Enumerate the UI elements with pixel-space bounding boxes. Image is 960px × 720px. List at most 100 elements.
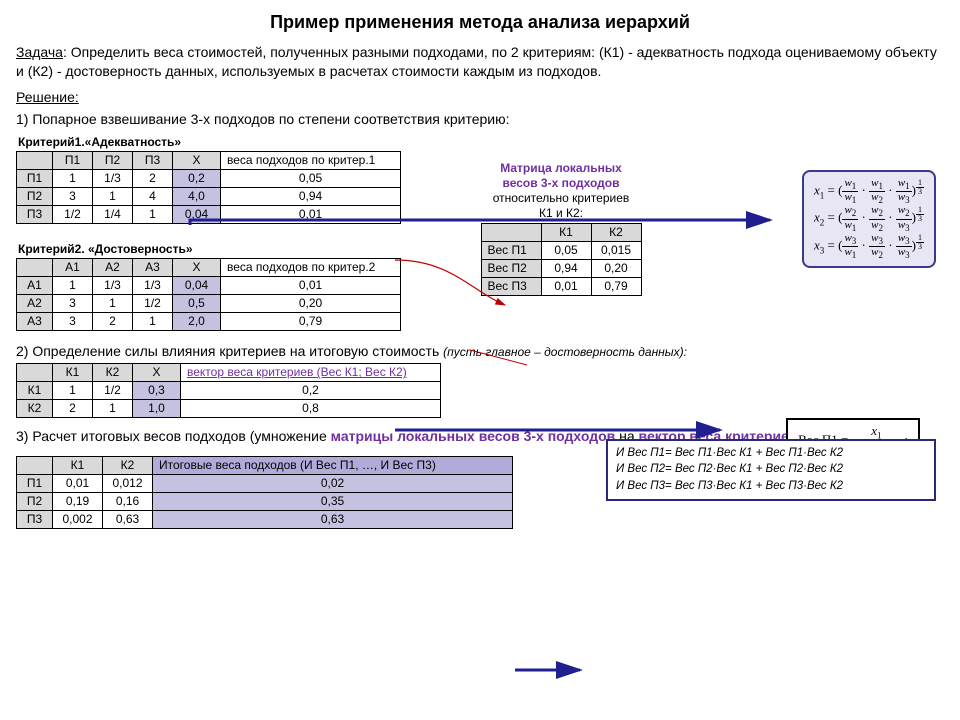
table-header: П2 — [93, 151, 133, 169]
table-header: К1 — [541, 223, 591, 241]
table-cell: А2 — [17, 294, 53, 312]
table-cell: 0,01 — [221, 205, 401, 223]
caption-line-1: Матрица локальных — [500, 161, 622, 175]
table-cell: 2 — [93, 312, 133, 330]
itog-f2: И Вес П2= Вес П2·Вес К1 + Вес П2·Вес К2 — [616, 461, 926, 478]
criteria-weights-table: К1К2Xвектор веса критериев (Вес К1; Вес … — [16, 363, 441, 418]
step-2: 2) Определение силы влияния критериев на… — [16, 343, 944, 359]
table-cell: 0,8 — [181, 399, 441, 417]
table-cell: 2 — [53, 399, 93, 417]
table-cell: 2 — [133, 169, 173, 187]
table-cell: Вес П2 — [481, 259, 541, 277]
table-cell: 1/4 — [93, 205, 133, 223]
table-cell: К1 — [17, 381, 53, 399]
table-header: П3 — [133, 151, 173, 169]
table-header: К1 — [53, 456, 103, 474]
table-header: К2 — [591, 223, 641, 241]
table-header: X — [173, 258, 221, 276]
table-cell: 1 — [93, 187, 133, 205]
table-header: X — [173, 151, 221, 169]
table-cell: 1 — [53, 276, 93, 294]
table-cell: 0,3 — [133, 381, 181, 399]
table-cell: 0,01 — [541, 277, 591, 295]
page-title: Пример применения метода анализа иерархи… — [16, 12, 944, 33]
table-cell: Вес П3 — [481, 277, 541, 295]
table-cell: 0,79 — [591, 277, 641, 295]
criterion-1-title: Критерий1.«Адекватность» — [18, 135, 401, 149]
table-cell: 0,16 — [103, 492, 153, 510]
table-header — [481, 223, 541, 241]
table-header: веса подходов по критер.2 — [221, 258, 401, 276]
table-header: К1 — [53, 363, 93, 381]
table-header: вектор веса критериев (Вес К1; Вес К2) — [181, 363, 441, 381]
arrow-overlay — [0, 0, 960, 720]
table-cell: 0,015 — [591, 241, 641, 259]
table-cell: 0,02 — [153, 474, 513, 492]
table-header: Итоговые веса подходов (И Вес П1, …, И В… — [153, 456, 513, 474]
step2-main: 2) Определение силы влияния критериев на… — [16, 343, 443, 359]
table-cell: 0,01 — [53, 474, 103, 492]
table-cell: 1 — [53, 381, 93, 399]
table-cell: 0,012 — [103, 474, 153, 492]
table-cell: 0,01 — [221, 276, 401, 294]
task-text: : Определить веса стоимостей, полученных… — [16, 44, 937, 79]
table-header: веса подходов по критер.1 — [221, 151, 401, 169]
table-cell: 2,0 — [173, 312, 221, 330]
table-header: К2 — [93, 363, 133, 381]
table-cell: 3 — [53, 294, 93, 312]
table-cell: 0,04 — [173, 276, 221, 294]
table-cell: 1 — [93, 294, 133, 312]
geometric-mean-formulas: x1 = (w1w1 · w1w2 · w1w3)13 x2 = (w2w1 ·… — [802, 170, 936, 268]
table-cell: 4 — [133, 187, 173, 205]
table-header: П1 — [53, 151, 93, 169]
task-description: Задача: Определить веса стоимостей, полу… — [16, 43, 944, 81]
table-cell: А1 — [17, 276, 53, 294]
table-cell: П3 — [17, 205, 53, 223]
table-cell: 0,20 — [221, 294, 401, 312]
table-cell: 1/3 — [133, 276, 173, 294]
table-cell: П1 — [17, 474, 53, 492]
table-cell: 1/3 — [93, 276, 133, 294]
table-cell: 0,35 — [153, 492, 513, 510]
table-cell: 1 — [53, 169, 93, 187]
itog-f1: И Вес П1= Вес П1·Вес К1 + Вес П1·Вес К2 — [616, 445, 926, 462]
table-cell: 1 — [133, 312, 173, 330]
table-header — [17, 151, 53, 169]
table-cell: 1 — [93, 399, 133, 417]
table-cell: А3 — [17, 312, 53, 330]
table-header — [17, 456, 53, 474]
table-header — [17, 363, 53, 381]
table-cell: 1/2 — [93, 381, 133, 399]
local-weights-caption: Матрица локальных весов 3-х подходов отн… — [461, 161, 661, 221]
step-1: 1) Попарное взвешивание 3-х подходов по … — [16, 111, 944, 127]
table-cell: 0,63 — [103, 510, 153, 528]
final-weight-formulas: И Вес П1= Вес П1·Вес К1 + Вес П1·Вес К2 … — [606, 439, 936, 501]
caption-line-2: весов 3-х подходов — [502, 176, 619, 190]
table-cell: 1,0 — [133, 399, 181, 417]
table-cell: П2 — [17, 187, 53, 205]
table-cell: 0,05 — [221, 169, 401, 187]
caption-line-3: относительно критериев — [493, 191, 630, 205]
table-cell: 0,19 — [53, 492, 103, 510]
criterion-2-title: Критерий2. «Достоверность» — [18, 242, 401, 256]
table-cell: 1/2 — [53, 205, 93, 223]
itog-f3: И Вес П3= Вес П3·Вес К1 + Вес П3·Вес К2 — [616, 478, 926, 495]
table-cell: 0,05 — [541, 241, 591, 259]
step3-purple1: матрицы локальных весов 3-х подходов — [331, 428, 616, 444]
table-cell: 0,2 — [181, 381, 441, 399]
criterion-2-table: А1А2А3Xвеса подходов по критер.2А111/31/… — [16, 258, 401, 331]
table-cell: 0,63 — [153, 510, 513, 528]
caption-line-4: К1 и К2: — [539, 206, 583, 220]
solution-label: Решение: — [16, 89, 944, 105]
table-cell: 1 — [133, 205, 173, 223]
table-header: А3 — [133, 258, 173, 276]
table-cell: 4,0 — [173, 187, 221, 205]
table-cell: 0,5 — [173, 294, 221, 312]
table-cell: П3 — [17, 510, 53, 528]
step2-note: (пусть главное – достоверность данных): — [443, 345, 687, 359]
table-header: X — [133, 363, 181, 381]
table-cell: 0,002 — [53, 510, 103, 528]
table-cell: 0,2 — [173, 169, 221, 187]
table-cell: 1/3 — [93, 169, 133, 187]
table-header: А1 — [53, 258, 93, 276]
